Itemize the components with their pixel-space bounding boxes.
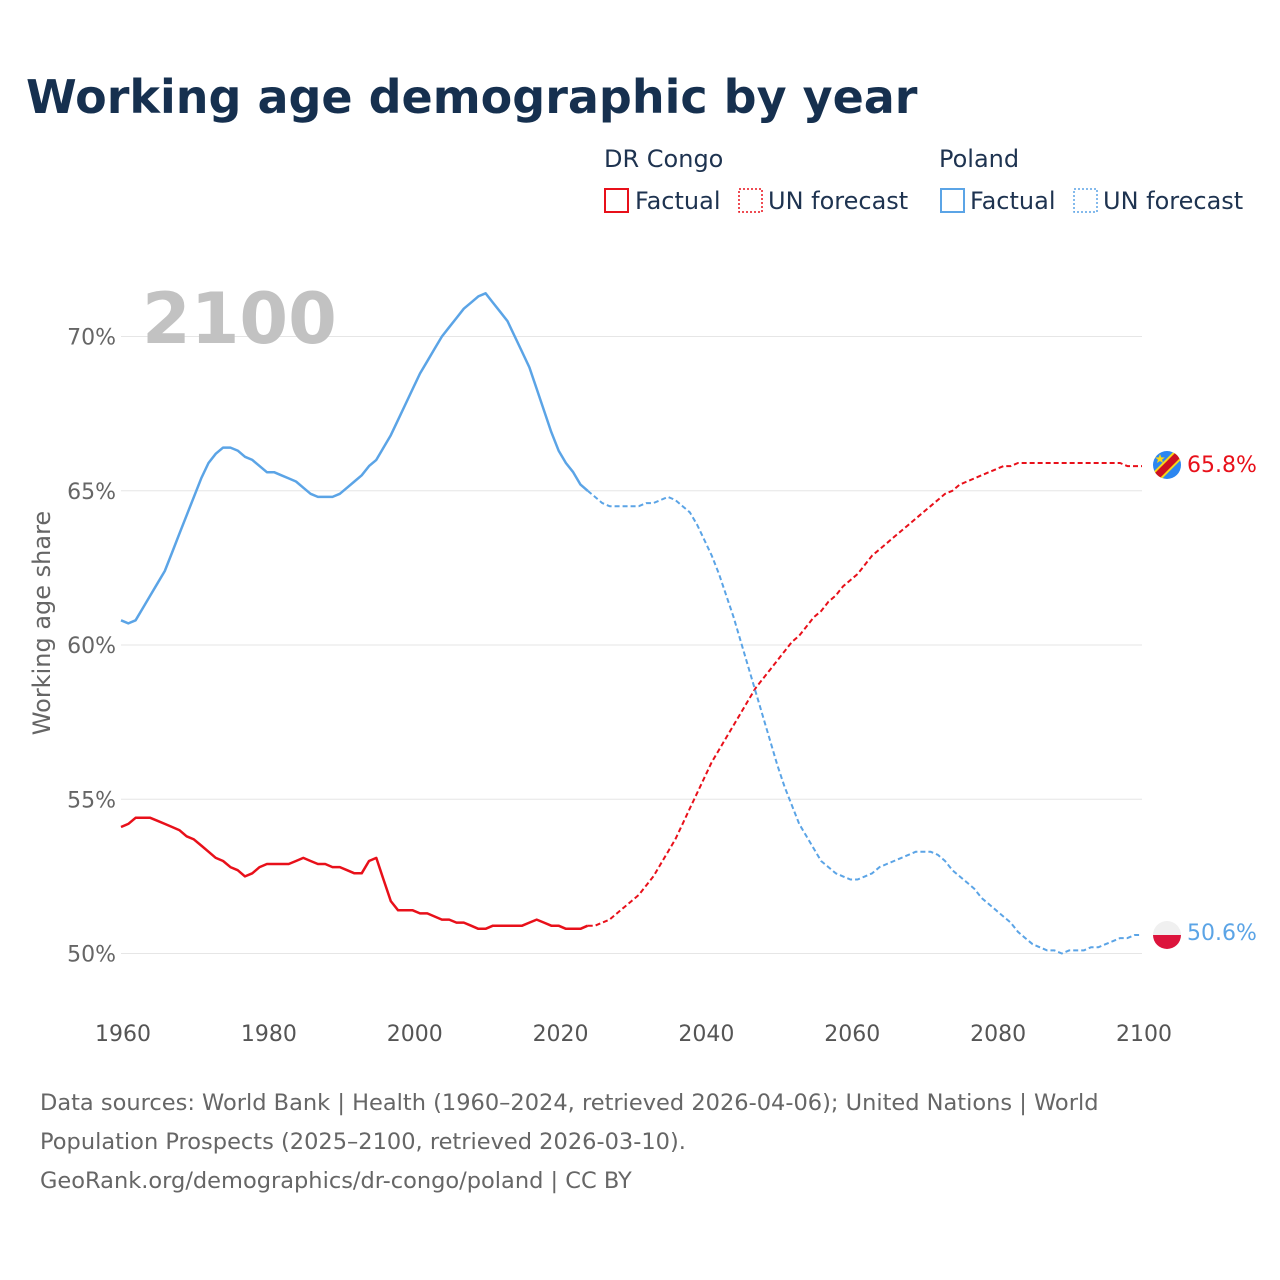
- data-sources: Data sources: World Bank | Health (1960–…: [40, 1090, 1099, 1155]
- year-watermark: 2100: [142, 278, 337, 360]
- footer: Data sources: World Bank | Health (1960–…: [40, 1084, 1220, 1201]
- y-axis-ticks: 50% 55% 60% 65% 70%: [67, 326, 116, 968]
- legend-label-dr-congo-factual[interactable]: Factual: [635, 187, 721, 215]
- y-tick-label: 60%: [67, 634, 116, 659]
- poland-factual-line[interactable]: [120, 292, 589, 625]
- x-tick-label: 2080: [970, 1022, 1026, 1047]
- x-tick-label: 1980: [241, 1022, 297, 1047]
- x-tick-label: 1960: [95, 1022, 151, 1047]
- poland-flag-icon: [1153, 921, 1181, 949]
- working-age-chart: Working age demographic by year DR Congo…: [26, 70, 1257, 1047]
- legend-label-dr-congo-forecast[interactable]: UN forecast: [768, 187, 908, 215]
- legend-swatch-poland-forecast[interactable]: [1073, 188, 1098, 213]
- x-tick-label: 2100: [1116, 1022, 1172, 1047]
- dr-congo-flag-icon: [1153, 451, 1181, 479]
- legend-swatch-poland-factual[interactable]: [940, 188, 965, 213]
- y-axis-label: Working age share: [28, 511, 56, 735]
- legend-label-poland-forecast[interactable]: UN forecast: [1103, 187, 1243, 215]
- series-lines: [120, 292, 1142, 955]
- dr-congo-end-value: 65.8%: [1187, 453, 1257, 478]
- x-tick-label: 2060: [824, 1022, 880, 1047]
- gridlines: [121, 336, 1142, 954]
- poland-end-value: 50.6%: [1187, 921, 1257, 946]
- x-axis-ticks: 1960 1980 2000 2020 2040 2060 2080 2100: [95, 1022, 1172, 1047]
- legend-swatch-dr-congo-forecast[interactable]: [738, 188, 763, 213]
- legend-group-dr-congo: DR Congo: [604, 145, 723, 173]
- x-tick-label: 2020: [533, 1022, 589, 1047]
- credit-link[interactable]: GeoRank.org/demographics/dr-congo/poland…: [40, 1168, 632, 1194]
- y-tick-label: 55%: [67, 788, 116, 813]
- poland-forecast-line[interactable]: [587, 490, 1142, 955]
- x-tick-label: 2000: [387, 1022, 443, 1047]
- y-tick-label: 50%: [67, 943, 116, 968]
- chart-title: Working age demographic by year: [26, 70, 918, 124]
- dr-congo-factual-line[interactable]: [120, 816, 589, 931]
- y-tick-label: 70%: [67, 326, 116, 351]
- legend-group-poland: Poland: [939, 145, 1019, 173]
- legend-swatch-dr-congo-factual[interactable]: [604, 188, 629, 213]
- legend-label-poland-factual[interactable]: Factual: [970, 187, 1056, 215]
- x-tick-label: 2040: [678, 1022, 734, 1047]
- legend: DR Congo Poland Factual UN forecast Fact…: [604, 145, 1243, 215]
- y-tick-label: 65%: [67, 480, 116, 505]
- dr-congo-forecast-line[interactable]: [587, 462, 1142, 927]
